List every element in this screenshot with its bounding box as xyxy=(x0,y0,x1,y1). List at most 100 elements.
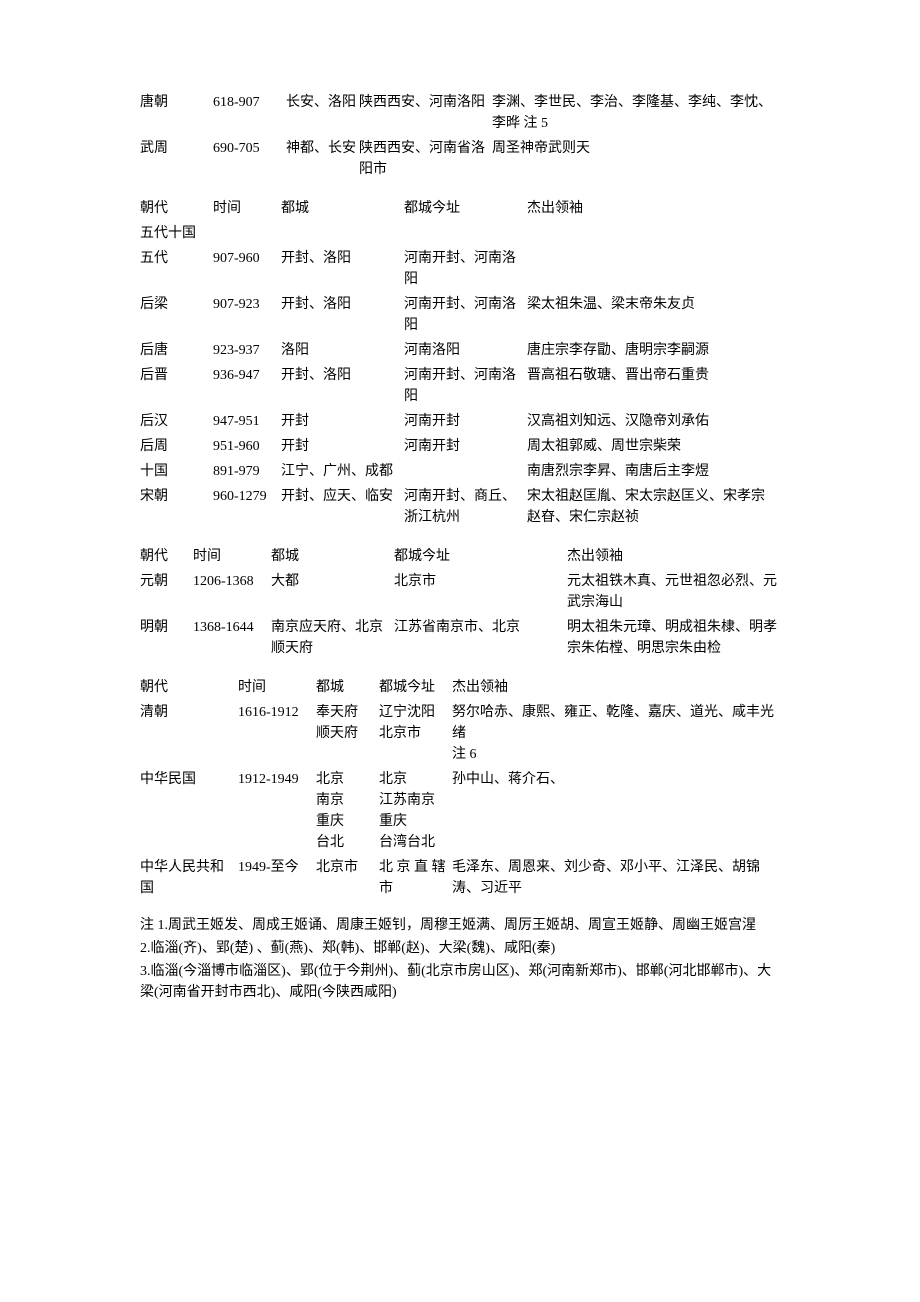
cell-dynasty: 宋朝 xyxy=(140,484,213,530)
cell-leaders: 汉高祖刘知远、汉隐帝刘承佑 xyxy=(527,409,780,434)
table-row: 后梁 907-923 开封、洛阳 河南开封、河南洛阳 梁太祖朱温、梁末帝朱友贞 xyxy=(140,292,780,338)
table-row: 后汉 947-951 开封 河南开封 汉高祖刘知远、汉隐帝刘承佑 xyxy=(140,409,780,434)
cell-capital-today: 河南开封、河南洛阳 xyxy=(404,363,527,409)
document-page: 唐朝 618-907 长安、洛阳 陕西西安、河南洛阳 李渊、李世民、李治、李隆基… xyxy=(0,0,920,1065)
col-header: 时间 xyxy=(238,675,316,700)
col-header: 时间 xyxy=(193,544,271,569)
cell-capital: 神都、长安 xyxy=(286,136,359,182)
cell-period: 960-1279 xyxy=(213,484,281,530)
cell-capital-today: 陕西西安、河南洛阳 xyxy=(359,90,492,136)
cell-leaders: 努尔哈赤、康熙、雍正、乾隆、嘉庆、道光、咸丰光绪 注 6 xyxy=(452,700,780,767)
cell-period: 907-960 xyxy=(213,246,281,292)
table-row: 清朝 1616-1912 奉天府 顺天府 辽宁沈阳 北京市 努尔哈赤、康熙、雍正… xyxy=(140,700,780,767)
cell-period: 618-907 xyxy=(213,90,286,136)
cell-capital: 开封 xyxy=(281,409,404,434)
table-row: 十国 891-979 江宁、广州、成都 南唐烈宗李昇、南唐后主李煜 xyxy=(140,459,780,484)
table-subhead-row: 五代十国 xyxy=(140,221,780,246)
col-header: 杰出领袖 xyxy=(527,196,780,221)
cell-period: 891-979 xyxy=(213,459,281,484)
table-row: 宋朝 960-1279 开封、应天、临安 河南开封、商丘、浙江杭州 宋太祖赵匡胤… xyxy=(140,484,780,530)
cell-dynasty: 后唐 xyxy=(140,338,213,363)
cell-capital-today: 辽宁沈阳 北京市 xyxy=(379,700,452,767)
cell-dynasty: 后梁 xyxy=(140,292,213,338)
table-header-row: 朝代 时间 都城 都城今址 杰出领袖 xyxy=(140,675,780,700)
cell-capital-today: 河南开封、商丘、浙江杭州 xyxy=(404,484,527,530)
cell-period: 1206-1368 xyxy=(193,569,271,615)
col-header: 时间 xyxy=(213,196,281,221)
cell-capital-today: 河南开封 xyxy=(404,409,527,434)
cell-dynasty: 后汉 xyxy=(140,409,213,434)
cell-capital-today: 河南洛阳 xyxy=(404,338,527,363)
cell-capital: 北京 南京 重庆 台北 xyxy=(316,767,379,855)
subhead: 五代十国 xyxy=(140,221,780,246)
cell-capital: 开封、应天、临安 xyxy=(281,484,404,530)
cell-capital-today: 北京市 xyxy=(394,569,567,615)
col-header: 杰出领袖 xyxy=(567,544,780,569)
cell-period: 951-960 xyxy=(213,434,281,459)
table-row: 明朝 1368-1644 南京应天府、北京顺天府 江苏省南京市、北京 明太祖朱元… xyxy=(140,615,780,661)
table-row: 后晋 936-947 开封、洛阳 河南开封、河南洛阳 晋高祖石敬瑭、晋出帝石重贵 xyxy=(140,363,780,409)
note-line: 2.临淄(齐)、郢(楚) 、蓟(燕)、郑(韩)、邯郸(赵)、大梁(魏)、咸阳(秦… xyxy=(140,938,780,959)
cell-capital: 开封、洛阳 xyxy=(281,292,404,338)
note-line: 注 1.周武王姬发、周成王姬诵、周康王姬钊，周穆王姬满、周厉王姬胡、周宣王姬静、… xyxy=(140,915,780,936)
cell-dynasty: 后晋 xyxy=(140,363,213,409)
cell-capital: 开封、洛阳 xyxy=(281,363,404,409)
table-row: 中华民国 1912-1949 北京 南京 重庆 台北 北京 江苏南京 重庆 台湾… xyxy=(140,767,780,855)
cell-dynasty: 元朝 xyxy=(140,569,193,615)
cell-dynasty: 中华人民共和国 xyxy=(140,855,238,901)
table-row: 元朝 1206-1368 大都 北京市 元太祖铁木真、元世祖忽必烈、元武宗海山 xyxy=(140,569,780,615)
col-header: 都城 xyxy=(281,196,404,221)
table-qing-modern: 朝代 时间 都城 都城今址 杰出领袖 清朝 1616-1912 奉天府 顺天府 … xyxy=(140,675,780,901)
cell-period: 1616-1912 xyxy=(238,700,316,767)
col-header: 都城 xyxy=(271,544,394,569)
table-tang-wuzhou: 唐朝 618-907 长安、洛阳 陕西西安、河南洛阳 李渊、李世民、李治、李隆基… xyxy=(140,90,780,182)
table-row: 后唐 923-937 洛阳 河南洛阳 唐庄宗李存勖、唐明宗李嗣源 xyxy=(140,338,780,363)
col-header: 朝代 xyxy=(140,544,193,569)
cell-leaders: 周太祖郭威、周世宗柴荣 xyxy=(527,434,780,459)
cell-leaders: 李渊、李世民、李治、李隆基、李纯、李忱、李晔 注 5 xyxy=(492,90,780,136)
cell-period: 690-705 xyxy=(213,136,286,182)
col-header: 都城 xyxy=(316,675,379,700)
cell-dynasty: 十国 xyxy=(140,459,213,484)
cell-period: 936-947 xyxy=(213,363,281,409)
cell-leaders: 周圣神帝武则天 xyxy=(492,136,780,182)
table-row: 后周 951-960 开封 河南开封 周太祖郭威、周世宗柴荣 xyxy=(140,434,780,459)
cell-dynasty: 武周 xyxy=(140,136,213,182)
cell-leaders: 孙中山、蒋介石、 xyxy=(452,767,780,855)
table-row: 中华人民共和国 1949-至今 北京市 北 京 直 辖市 毛泽东、周恩来、刘少奇… xyxy=(140,855,780,901)
cell-leaders: 梁太祖朱温、梁末帝朱友贞 xyxy=(527,292,780,338)
table-header-row: 朝代 时间 都城 都城今址 杰出领袖 xyxy=(140,544,780,569)
col-header: 都城今址 xyxy=(404,196,527,221)
cell-period: 1912-1949 xyxy=(238,767,316,855)
cell-dynasty: 后周 xyxy=(140,434,213,459)
cell-capital: 洛阳 xyxy=(281,338,404,363)
table-five-dynasties: 朝代 时间 都城 都城今址 杰出领袖 五代十国 五代 907-960 开封、洛阳… xyxy=(140,196,780,530)
table-row: 武周 690-705 神都、长安 陕西西安、河南省洛阳市 周圣神帝武则天 xyxy=(140,136,780,182)
cell-leaders: 宋太祖赵匡胤、宋太宗赵匡义、宋孝宗赵昚、宋仁宗赵祯 xyxy=(527,484,780,530)
cell-dynasty: 五代 xyxy=(140,246,213,292)
cell-period: 907-923 xyxy=(213,292,281,338)
col-header: 朝代 xyxy=(140,196,213,221)
cell-leaders: 元太祖铁木真、元世祖忽必烈、元武宗海山 xyxy=(567,569,780,615)
col-header: 杰出领袖 xyxy=(452,675,780,700)
cell-capital-today: 河南开封、河南洛阳 xyxy=(404,292,527,338)
cell-capital: 南京应天府、北京顺天府 xyxy=(271,615,394,661)
col-header: 都城今址 xyxy=(394,544,567,569)
cell-capital: 江宁、广州、成都 xyxy=(281,459,404,484)
cell-capital-today: 北 京 直 辖市 xyxy=(379,855,452,901)
cell-capital-today xyxy=(404,459,527,484)
cell-capital-today: 陕西西安、河南省洛阳市 xyxy=(359,136,492,182)
cell-capital: 开封 xyxy=(281,434,404,459)
col-header: 都城今址 xyxy=(379,675,452,700)
cell-capital: 开封、洛阳 xyxy=(281,246,404,292)
cell-capital-today: 江苏省南京市、北京 xyxy=(394,615,567,661)
cell-capital-today: 河南开封、河南洛阳 xyxy=(404,246,527,292)
cell-capital: 大都 xyxy=(271,569,394,615)
cell-capital-today: 河南开封 xyxy=(404,434,527,459)
cell-period: 1949-至今 xyxy=(238,855,316,901)
cell-capital: 北京市 xyxy=(316,855,379,901)
cell-capital-today: 北京 江苏南京 重庆 台湾台北 xyxy=(379,767,452,855)
footnotes: 注 1.周武王姬发、周成王姬诵、周康王姬钊，周穆王姬满、周厉王姬胡、周宣王姬静、… xyxy=(140,915,780,1003)
cell-leaders: 毛泽东、周恩来、刘少奇、邓小平、江泽民、胡锦涛、习近平 xyxy=(452,855,780,901)
cell-leaders xyxy=(527,246,780,292)
